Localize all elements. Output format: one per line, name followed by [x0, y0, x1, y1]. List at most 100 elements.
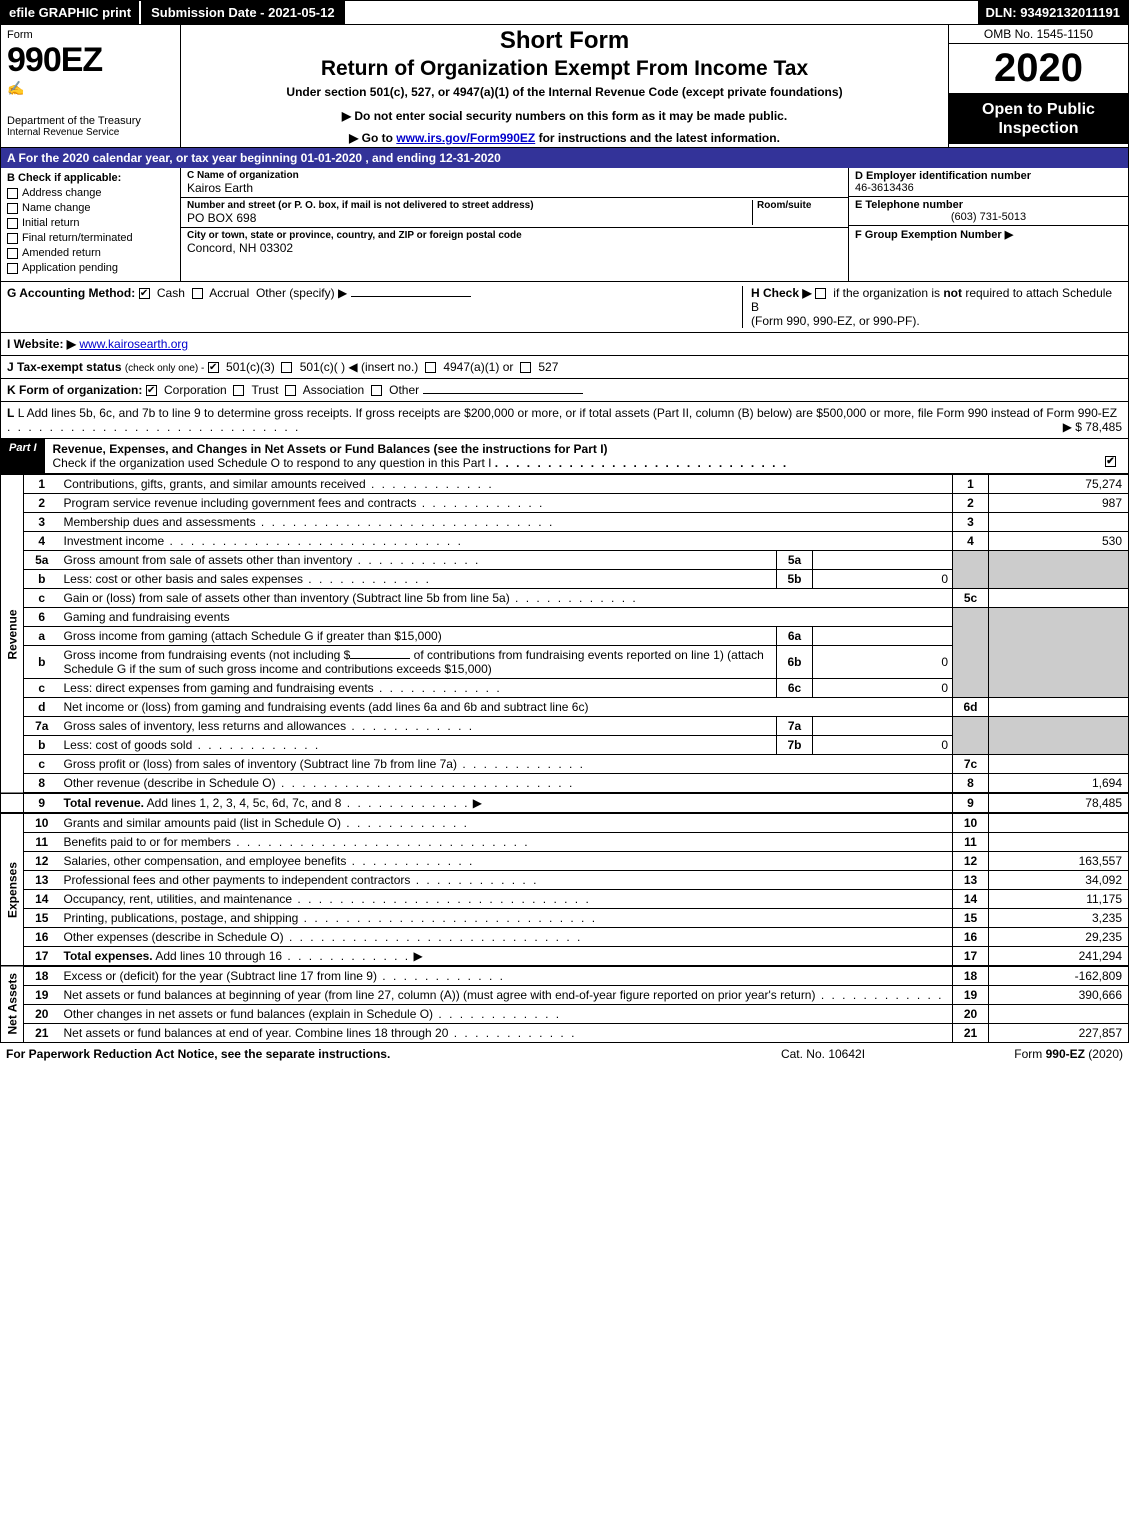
lmb: 6b: [777, 646, 813, 679]
ld: Net assets or fund balances at beginning…: [64, 988, 816, 1002]
goto-link[interactable]: www.irs.gov/Form990EZ: [396, 131, 535, 145]
checkbox-accrual[interactable]: [192, 288, 203, 299]
lmb: 6a: [777, 627, 813, 646]
j-sub: (check only one) -: [125, 363, 204, 374]
ln: 12: [24, 852, 60, 871]
ld: Program service revenue including govern…: [64, 496, 417, 510]
h-sub: (Form 990, 990-EZ, or 990-PF).: [751, 314, 920, 328]
part1-dots: [495, 456, 788, 470]
ln: 8: [24, 774, 60, 794]
lv: 29,235: [989, 928, 1129, 947]
tax-year-row: A For the 2020 calendar year, or tax yea…: [0, 148, 1129, 168]
line-15: 15 Printing, publications, postage, and …: [1, 909, 1129, 928]
lmv: [813, 627, 953, 646]
k-label: K Form of organization:: [7, 383, 142, 397]
shaded-cell: [989, 608, 1129, 698]
ln: 4: [24, 532, 60, 551]
checkbox-scho[interactable]: ✔: [1105, 456, 1116, 467]
lb: 18: [953, 966, 989, 986]
org-name: Kairos Earth: [187, 181, 842, 195]
ld: Less: direct expenses from gaming and fu…: [64, 681, 374, 695]
chk-label: Initial return: [22, 217, 79, 229]
line-10: Expenses 10 Grants and similar amounts p…: [1, 813, 1129, 833]
lb: 17: [953, 947, 989, 967]
checkbox-501c3[interactable]: ✔: [208, 362, 219, 373]
ln: b: [24, 736, 60, 755]
k-other-line: [423, 393, 583, 394]
part1-title: Revenue, Expenses, and Changes in Net As…: [45, 439, 1128, 473]
under-section: Under section 501(c), 527, or 4947(a)(1)…: [187, 85, 942, 99]
checkbox-icon[interactable]: [7, 233, 18, 244]
checkbox-icon[interactable]: [7, 263, 18, 274]
checkbox-icon[interactable]: [7, 248, 18, 259]
checkbox-trust[interactable]: [233, 385, 244, 396]
chk-initial-return: Initial return: [7, 217, 174, 229]
entity-grid: B Check if applicable: Address change Na…: [0, 168, 1129, 282]
omb-number: OMB No. 1545-1150: [949, 25, 1128, 44]
ln: 18: [24, 966, 60, 986]
lv: 34,092: [989, 871, 1129, 890]
dept-treasury: Department of the Treasury: [7, 115, 174, 127]
box-k: K Form of organization: ✔ Corporation Tr…: [0, 379, 1129, 402]
footer-left: For Paperwork Reduction Act Notice, see …: [6, 1047, 723, 1061]
checkbox-other[interactable]: [371, 385, 382, 396]
part1-check-note: Check if the organization used Schedule …: [53, 456, 492, 470]
l17-bold: Total expenses.: [64, 949, 153, 963]
lv: 3,235: [989, 909, 1129, 928]
lb: 19: [953, 986, 989, 1005]
ld: Benefits paid to or for members: [64, 835, 231, 849]
ln: 13: [24, 871, 60, 890]
lv: [989, 513, 1129, 532]
form-header: Form 990EZ ✍ Department of the Treasury …: [0, 25, 1129, 148]
line-5a: 5a Gross amount from sale of assets othe…: [1, 551, 1129, 570]
ln: 7a: [24, 717, 60, 736]
ld: Net income or (loss) from gaming and fun…: [64, 700, 589, 714]
box-j: J Tax-exempt status (check only one) - ✔…: [0, 356, 1129, 379]
checkbox-icon[interactable]: [7, 203, 18, 214]
lmv: 0: [813, 736, 953, 755]
lv: 227,857: [989, 1024, 1129, 1043]
checkbox-corp[interactable]: ✔: [146, 385, 157, 396]
checkbox-h[interactable]: [815, 288, 826, 299]
ld: Professional fees and other payments to …: [64, 873, 411, 887]
g-cash: Cash: [157, 286, 185, 300]
g-other-line: [351, 296, 471, 297]
ein-value: 46-3613436: [855, 182, 1122, 194]
lv: 530: [989, 532, 1129, 551]
k-trust: Trust: [252, 383, 279, 397]
ld: Gross amount from sale of assets other t…: [64, 553, 353, 567]
k-other: Other: [389, 383, 419, 397]
h-label: H Check ▶: [751, 286, 812, 300]
ln: 10: [24, 813, 60, 833]
ld: Excess or (deficit) for the year (Subtra…: [64, 969, 377, 983]
open-public: Open to Public Inspection: [949, 94, 1128, 144]
ln: 11: [24, 833, 60, 852]
checkbox-icon[interactable]: [7, 188, 18, 199]
i-label: I Website: ▶: [7, 337, 76, 351]
ln: 15: [24, 909, 60, 928]
line-12: 12 Salaries, other compensation, and emp…: [1, 852, 1129, 871]
l-dots: [7, 420, 300, 434]
chk-label: Final return/terminated: [22, 232, 133, 244]
ln: 19: [24, 986, 60, 1005]
line-4: 4 Investment income 4 530: [1, 532, 1129, 551]
ln: 20: [24, 1005, 60, 1024]
footer-cat: Cat. No. 10642I: [723, 1047, 923, 1061]
box-def: D Employer identification number 46-3613…: [848, 168, 1128, 281]
checkbox-527[interactable]: [520, 362, 531, 373]
shaded-cell: [953, 551, 989, 589]
checkbox-501c[interactable]: [281, 362, 292, 373]
g-other: Other (specify) ▶: [256, 286, 347, 300]
checkbox-assoc[interactable]: [285, 385, 296, 396]
ld: Less: cost or other basis and sales expe…: [64, 572, 303, 586]
line-5c: c Gain or (loss) from sale of assets oth…: [1, 589, 1129, 608]
checkbox-cash[interactable]: ✔: [139, 288, 150, 299]
website-link[interactable]: www.kairosearth.org: [79, 337, 188, 351]
checkbox-icon[interactable]: [7, 218, 18, 229]
ln: 5a: [24, 551, 60, 570]
line-2: 2 Program service revenue including gove…: [1, 494, 1129, 513]
checkbox-4947[interactable]: [425, 362, 436, 373]
lmb: 5a: [777, 551, 813, 570]
goto-pre: ▶ Go to: [349, 131, 396, 145]
ld: Investment income: [64, 534, 165, 548]
